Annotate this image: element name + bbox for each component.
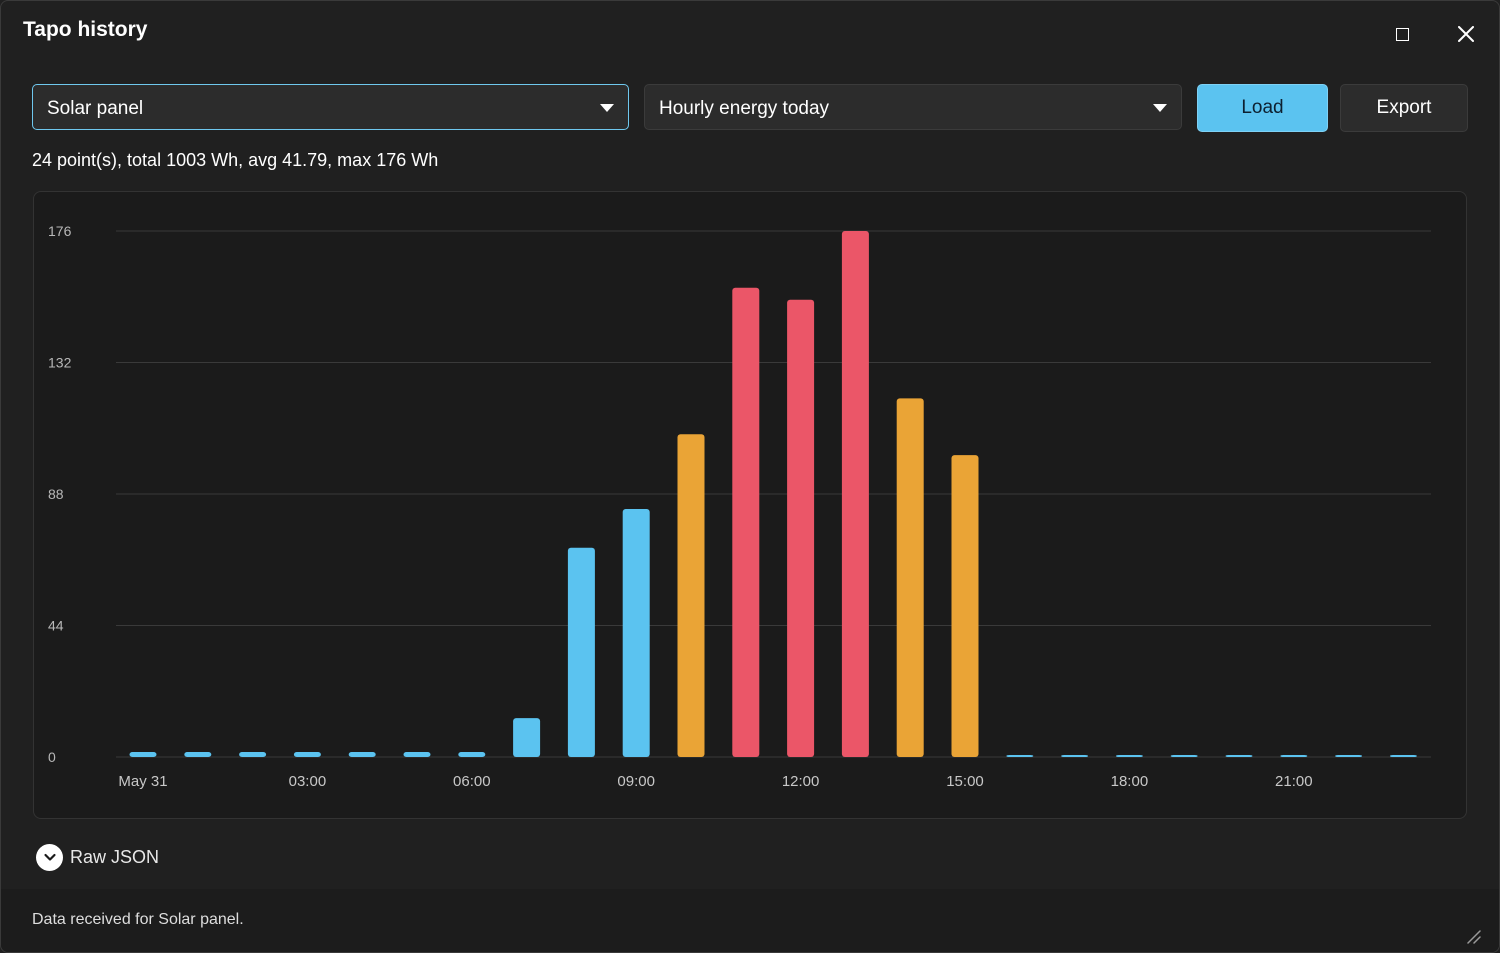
bar-0100 <box>184 752 212 757</box>
title-bar: Tapo history <box>1 1 1499 61</box>
x-tick-label: 03:00 <box>289 773 327 790</box>
bar-0600 <box>458 752 486 757</box>
close-icon <box>1458 26 1474 42</box>
x-tick-label: May 31 <box>118 773 167 790</box>
y-tick-label: 0 <box>48 749 56 765</box>
bar-1500 <box>951 455 979 757</box>
bar-2100 <box>1280 755 1308 757</box>
bar-1400 <box>896 398 924 757</box>
maximize-icon <box>1395 27 1409 41</box>
bar-1700 <box>1061 755 1089 757</box>
bar-1200 <box>787 299 815 757</box>
chevron-down-icon <box>600 104 614 112</box>
bar-0000 <box>129 752 157 757</box>
x-tick-label: 15:00 <box>946 773 984 790</box>
bar-2000 <box>1225 755 1253 757</box>
export-button[interactable]: Export <box>1340 84 1468 132</box>
status-text: Data received for Solar panel. <box>32 911 244 928</box>
bar-0500 <box>403 752 431 757</box>
maximize-button[interactable] <box>1385 17 1419 51</box>
device-dropdown[interactable]: Solar panel <box>32 84 629 130</box>
x-tick-label: 18:00 <box>1111 773 1149 790</box>
x-tick-label: 21:00 <box>1275 773 1313 790</box>
bar-0700 <box>513 718 541 757</box>
bar-2200 <box>1335 755 1363 757</box>
load-button[interactable]: Load <box>1197 84 1328 132</box>
chevron-down-icon <box>1153 104 1167 112</box>
close-button[interactable] <box>1449 17 1483 51</box>
x-tick-label: 12:00 <box>782 773 820 790</box>
energy-bar-chart: 0 44 88 132 176 May 31 03:00 06:00 09:00 12:00 15:… <box>48 223 1431 790</box>
device-dropdown-value: Solar panel <box>47 98 144 119</box>
resize-grip-icon[interactable] <box>1463 926 1481 944</box>
y-tick-label: 88 <box>48 486 64 502</box>
window-title: Tapo history <box>23 18 148 41</box>
bar-0900 <box>622 508 650 757</box>
y-tick-label: 44 <box>48 618 64 634</box>
x-tick-label: 09:00 <box>617 773 655 790</box>
bar-1300 <box>841 231 869 757</box>
chevron-down-circle-icon <box>36 843 63 871</box>
bar-0300 <box>293 752 321 757</box>
bar-0200 <box>239 752 267 757</box>
y-tick-label: 176 <box>48 223 72 239</box>
status-bar: Data received for Solar panel. <box>1 889 1499 952</box>
bar-1100 <box>732 287 760 757</box>
bar-0800 <box>567 547 595 757</box>
y-tick-label: 132 <box>48 355 72 371</box>
bar-0400 <box>348 752 376 757</box>
bar-1000 <box>677 434 705 757</box>
bar-1900 <box>1170 755 1198 757</box>
range-dropdown[interactable]: Hourly energy today <box>644 84 1182 130</box>
raw-json-expander[interactable]: Raw JSON <box>36 843 159 871</box>
raw-json-label: Raw JSON <box>70 846 160 867</box>
x-tick-label: 06:00 <box>453 773 491 790</box>
range-dropdown-value: Hourly energy today <box>659 98 830 119</box>
bar-1800 <box>1115 755 1143 757</box>
summary-text: 24 point(s), total 1003 Wh, avg 41.79, m… <box>32 150 439 170</box>
bar-2300 <box>1389 755 1417 757</box>
bar-1600 <box>1006 755 1034 757</box>
